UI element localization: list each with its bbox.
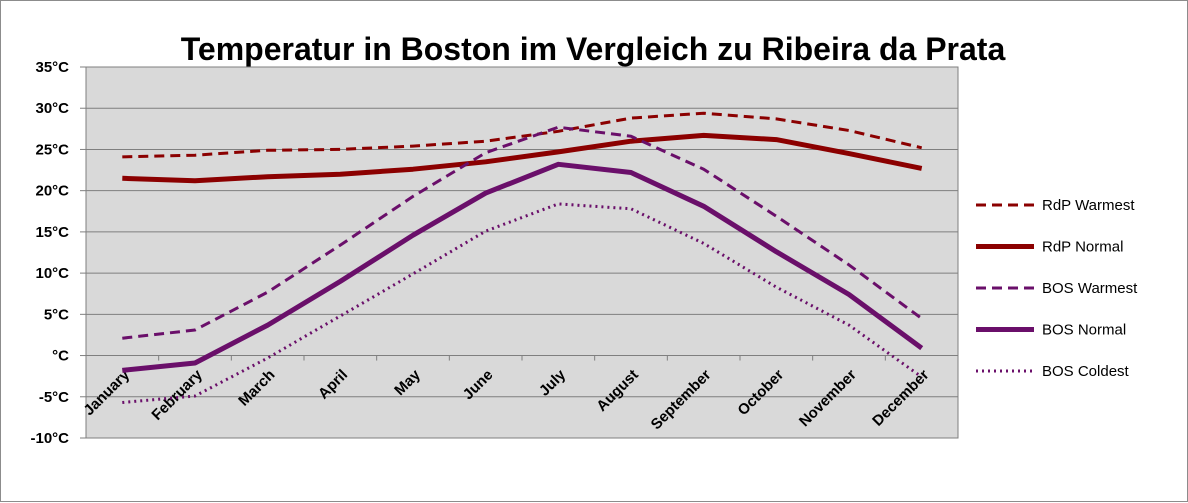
y-tick-label: 10°C [35, 265, 69, 282]
series-line-bos-warmest [122, 125, 923, 340]
y-tick-label: 35°C [35, 59, 69, 76]
y-tick-label: 15°C [35, 224, 69, 241]
y-tick-label: 30°C [35, 100, 69, 117]
y-tick-label: -5°C [39, 389, 69, 406]
y-tick-label: °C [52, 348, 69, 365]
legend-label-rdp-normal: RdP Normal [1042, 239, 1123, 256]
legend: RdP Warmest RdP Normal BOS Warmest BOS Norm… [976, 197, 1138, 380]
legend-label-bos-normal: BOS Normal [1042, 322, 1126, 339]
legend-label-bos-coldest: BOS Coldest [1042, 363, 1130, 380]
legend-label-rdp-warmest: RdP Warmest [1042, 197, 1135, 214]
y-tick-label: -10°C [30, 430, 69, 447]
y-axis-ticks: 35°C 30°C 25°C 20°C 15°C 10°C 5°C °C -5°C -10°C [30, 59, 86, 447]
chart-title: Temperatur in Boston im Vergleich zu Rib… [181, 31, 1006, 67]
series-line-rdp-normal [122, 132, 923, 184]
y-tick-label: 5°C [44, 306, 69, 323]
series-line-bos-normal [122, 161, 924, 373]
y-tick-label: 20°C [35, 183, 69, 200]
series-layer [122, 111, 924, 404]
series-line-rdp-warmest [122, 111, 923, 159]
y-tick-label: 25°C [35, 141, 69, 158]
legend-label-bos-warmest: BOS Warmest [1042, 280, 1138, 297]
plot-area [85, 66, 959, 439]
